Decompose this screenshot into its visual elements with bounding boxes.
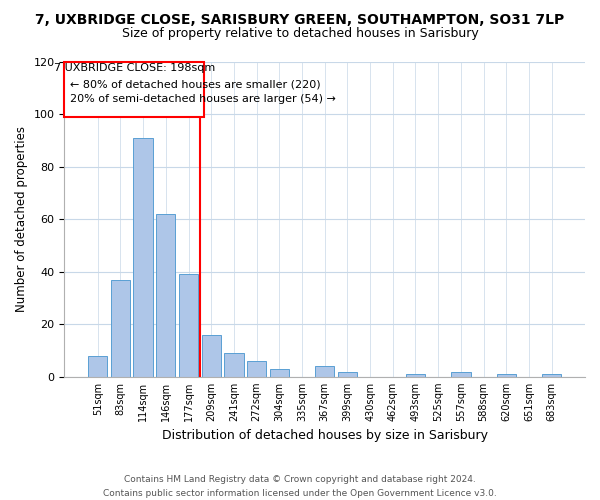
Bar <box>315 366 334 377</box>
Text: 7 UXBRIDGE CLOSE: 198sqm: 7 UXBRIDGE CLOSE: 198sqm <box>54 63 215 73</box>
FancyBboxPatch shape <box>64 62 205 116</box>
Text: Contains HM Land Registry data © Crown copyright and database right 2024.
Contai: Contains HM Land Registry data © Crown c… <box>103 476 497 498</box>
Bar <box>179 274 198 377</box>
Bar <box>542 374 562 377</box>
Text: 20% of semi-detached houses are larger (54) →: 20% of semi-detached houses are larger (… <box>70 94 335 104</box>
Text: Size of property relative to detached houses in Sarisbury: Size of property relative to detached ho… <box>122 28 478 40</box>
Bar <box>406 374 425 377</box>
Y-axis label: Number of detached properties: Number of detached properties <box>15 126 28 312</box>
Bar <box>133 138 153 377</box>
Bar <box>88 356 107 377</box>
Bar <box>269 369 289 377</box>
Bar <box>451 372 470 377</box>
Bar <box>224 353 244 377</box>
X-axis label: Distribution of detached houses by size in Sarisbury: Distribution of detached houses by size … <box>162 430 488 442</box>
Bar <box>497 374 516 377</box>
Bar <box>156 214 175 377</box>
Bar <box>111 280 130 377</box>
Bar <box>338 372 357 377</box>
Text: 7, UXBRIDGE CLOSE, SARISBURY GREEN, SOUTHAMPTON, SO31 7LP: 7, UXBRIDGE CLOSE, SARISBURY GREEN, SOUT… <box>35 12 565 26</box>
Bar <box>202 335 221 377</box>
Text: ← 80% of detached houses are smaller (220): ← 80% of detached houses are smaller (22… <box>70 80 320 90</box>
Bar <box>247 361 266 377</box>
